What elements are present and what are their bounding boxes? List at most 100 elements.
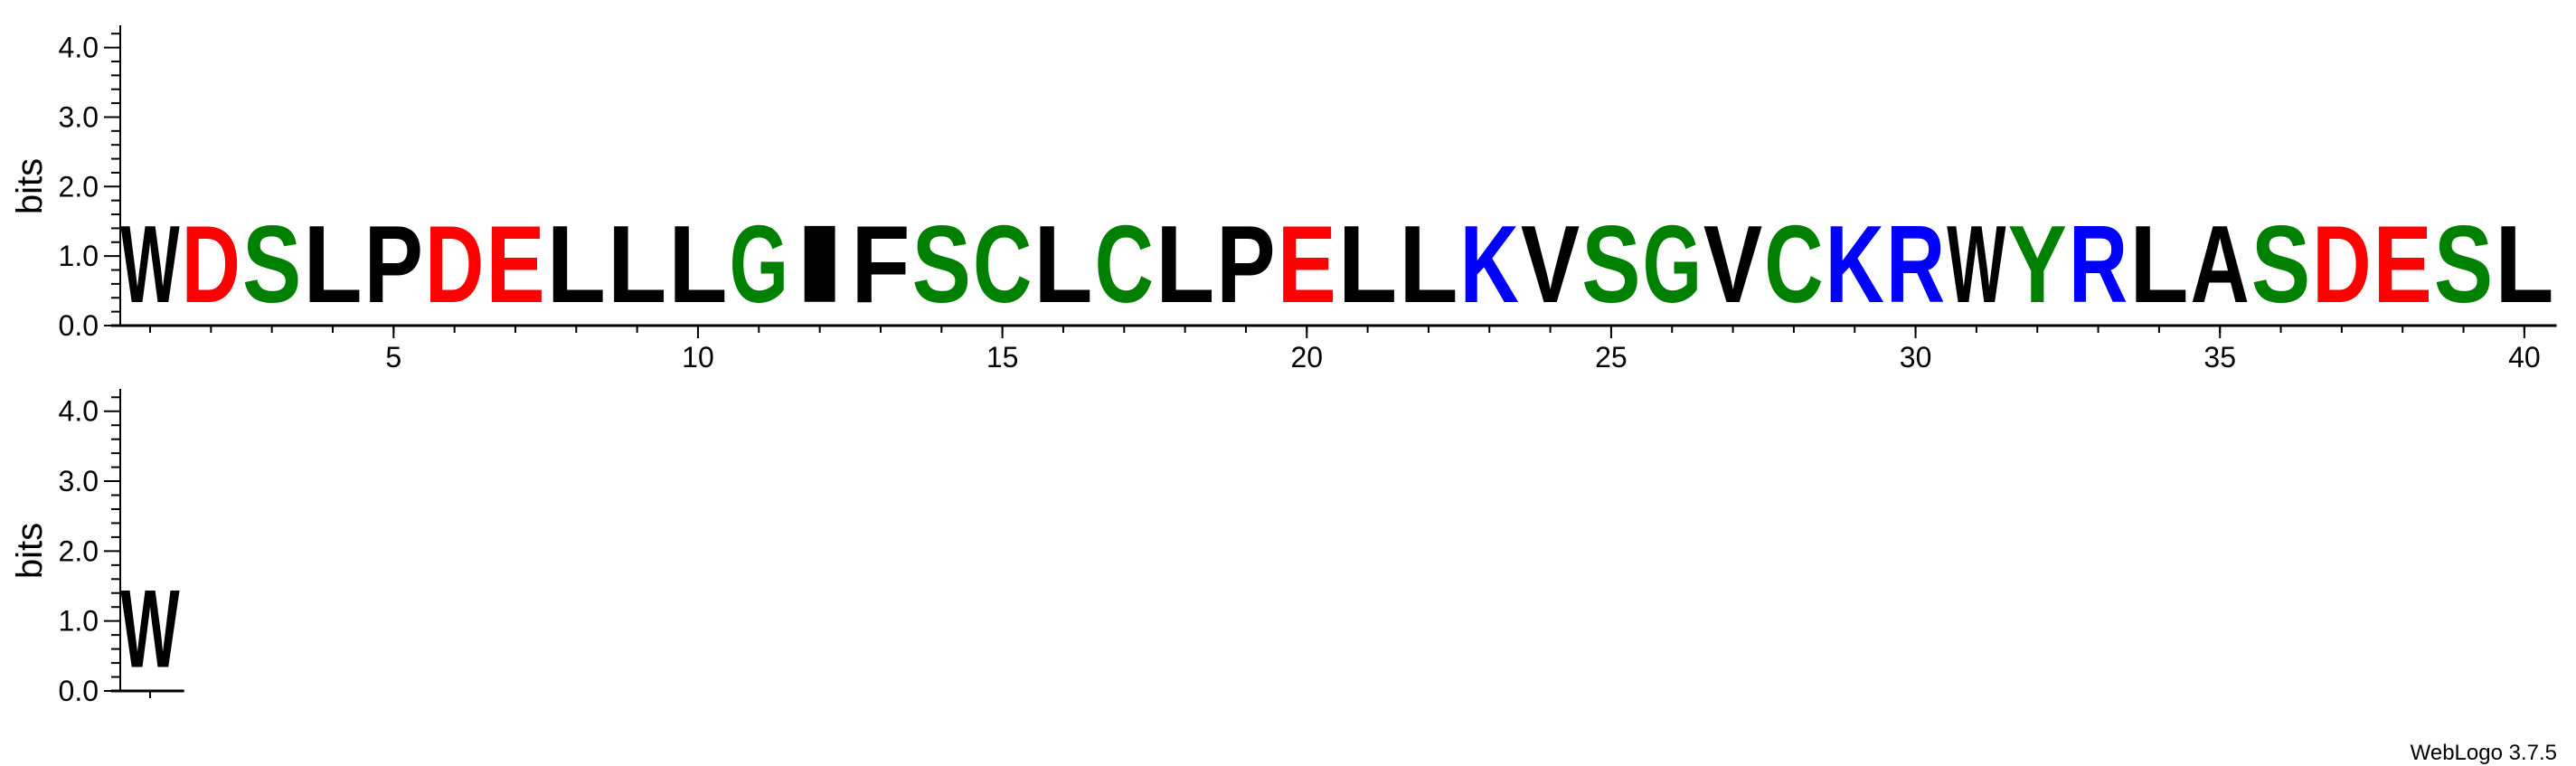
logo-letter: L (1033, 203, 1092, 326)
logo-column-30: R (1886, 203, 1945, 326)
logo-column-28: C (1764, 203, 1823, 326)
x-tick-label: 25 (1595, 341, 1628, 374)
y-tick-label: 2.0 (59, 170, 99, 203)
logo-column-4: L (303, 203, 362, 326)
logo-letter: R (1886, 203, 1945, 326)
logo-column-36: S (2251, 203, 2310, 326)
logo-letter: E (2373, 203, 2432, 326)
logo-column-38: E (2373, 203, 2432, 326)
x-tick-label: 5 (385, 341, 401, 374)
logo-letter: L (2129, 203, 2188, 326)
logo-letter: L (303, 203, 362, 326)
logo-column-6: D (425, 203, 484, 326)
logo-letter: P (364, 203, 423, 326)
y-tick-label: 1.0 (59, 240, 99, 272)
logo-column-24: V (1521, 203, 1581, 326)
logo-column-2: D (182, 203, 241, 326)
logo-column-11: G (730, 203, 788, 326)
logo-letter: V (1703, 203, 1763, 326)
logo-column-20: E (1278, 203, 1336, 326)
logo-column-1: W (120, 203, 180, 326)
logo-letter: S (1581, 203, 1640, 326)
logo-letter: D (425, 203, 484, 326)
logo-column-25: S (1581, 203, 1640, 326)
logo-letter: A (2191, 203, 2250, 326)
x-tick-label: 35 (2203, 341, 2236, 374)
logo-column-22: L (1399, 203, 1458, 326)
logo-column-34: L (2129, 203, 2188, 326)
logo-column-15: C (973, 203, 1032, 326)
logo-letter: L (668, 203, 727, 326)
logo-column-18: L (1156, 203, 1214, 326)
logo-column-27: V (1703, 203, 1763, 326)
y-tick-label: 0.0 (59, 675, 99, 707)
logo-column-23: K (1460, 203, 1519, 326)
logo-column-21: L (1338, 203, 1397, 326)
logo-letter: D (182, 203, 241, 326)
logo-letter: E (486, 203, 544, 326)
logo-column-29: K (1826, 203, 1884, 326)
logo-panel-2: 0.0 1.0 2.0 3.0 4.0 bits W (10, 389, 184, 707)
logo-letter: E (1278, 203, 1336, 326)
logo-letter: L (1156, 203, 1214, 326)
logo-column-33: R (2069, 203, 2128, 326)
logo-column-5: P (364, 203, 423, 326)
logo-column-35: A (2191, 203, 2250, 326)
logo-column-37: D (2312, 203, 2371, 326)
x-tick-label: 40 (2508, 341, 2541, 374)
logo-column-16: L (1033, 203, 1092, 326)
logo-letter: S (912, 203, 971, 326)
logo-letter: Y (2008, 203, 2067, 326)
weblogo-credit: WebLogo 3.7.5 (2411, 741, 2557, 765)
logo-letter: L (608, 203, 666, 326)
logo-letter: K (1826, 203, 1884, 326)
y-tick-label: 1.0 (59, 605, 99, 638)
logo-column-31: W (1947, 203, 2006, 326)
x-tick-label: 15 (986, 341, 1019, 374)
logo-letter: K (1460, 203, 1519, 326)
y-tick-label: 4.0 (59, 32, 99, 64)
y-tick-label: 2.0 (59, 534, 99, 567)
logo-column-14: S (912, 203, 971, 326)
logo-letter: L (1399, 203, 1458, 326)
logo-column-8: L (547, 203, 606, 326)
logo-column-9: L (608, 203, 666, 326)
y-tick-label: 3.0 (59, 465, 99, 497)
logo-column-40: L (2495, 203, 2553, 326)
logo-letter: P (1216, 203, 1275, 326)
logo-letter: I (790, 202, 849, 326)
logo-letter: L (2495, 203, 2553, 326)
logo-column-10: L (668, 203, 727, 326)
logo-letter: R (2069, 203, 2128, 326)
logo-letter: L (1338, 203, 1397, 326)
y-tick-label: 3.0 (59, 100, 99, 133)
logo-letter: L (547, 203, 606, 326)
y-axis-title: bits (10, 158, 50, 214)
logo-column-19: P (1216, 203, 1275, 326)
logo-letter: D (2312, 203, 2371, 326)
logo-letter: F (851, 203, 910, 326)
logo-column-7: E (486, 203, 544, 326)
logo-letter: W (120, 568, 179, 692)
y-tick-label: 4.0 (59, 395, 99, 428)
logo-letter: V (1521, 203, 1581, 326)
logo-letter: W (1947, 203, 2006, 326)
logo-letter: W (120, 203, 180, 326)
logo-letter: G (730, 203, 788, 326)
y-axis-title: bits (10, 523, 50, 579)
y-tick-label: 0.0 (59, 309, 99, 342)
logo-column-12: I (790, 202, 849, 326)
logo-letter: S (2251, 203, 2310, 326)
logo-letter: S (2434, 203, 2493, 326)
logo-column-39: S (2434, 203, 2493, 326)
x-tick-label: 10 (682, 341, 714, 374)
x-tick-label: 30 (1900, 341, 1932, 374)
logo-column-3: S (242, 203, 301, 326)
logo-column-13: F (851, 203, 910, 326)
logo-column-32: Y (2008, 203, 2067, 326)
logo-letter: C (973, 203, 1032, 326)
logo-letter: C (1764, 203, 1823, 326)
logo-letter: G (1643, 203, 1702, 326)
